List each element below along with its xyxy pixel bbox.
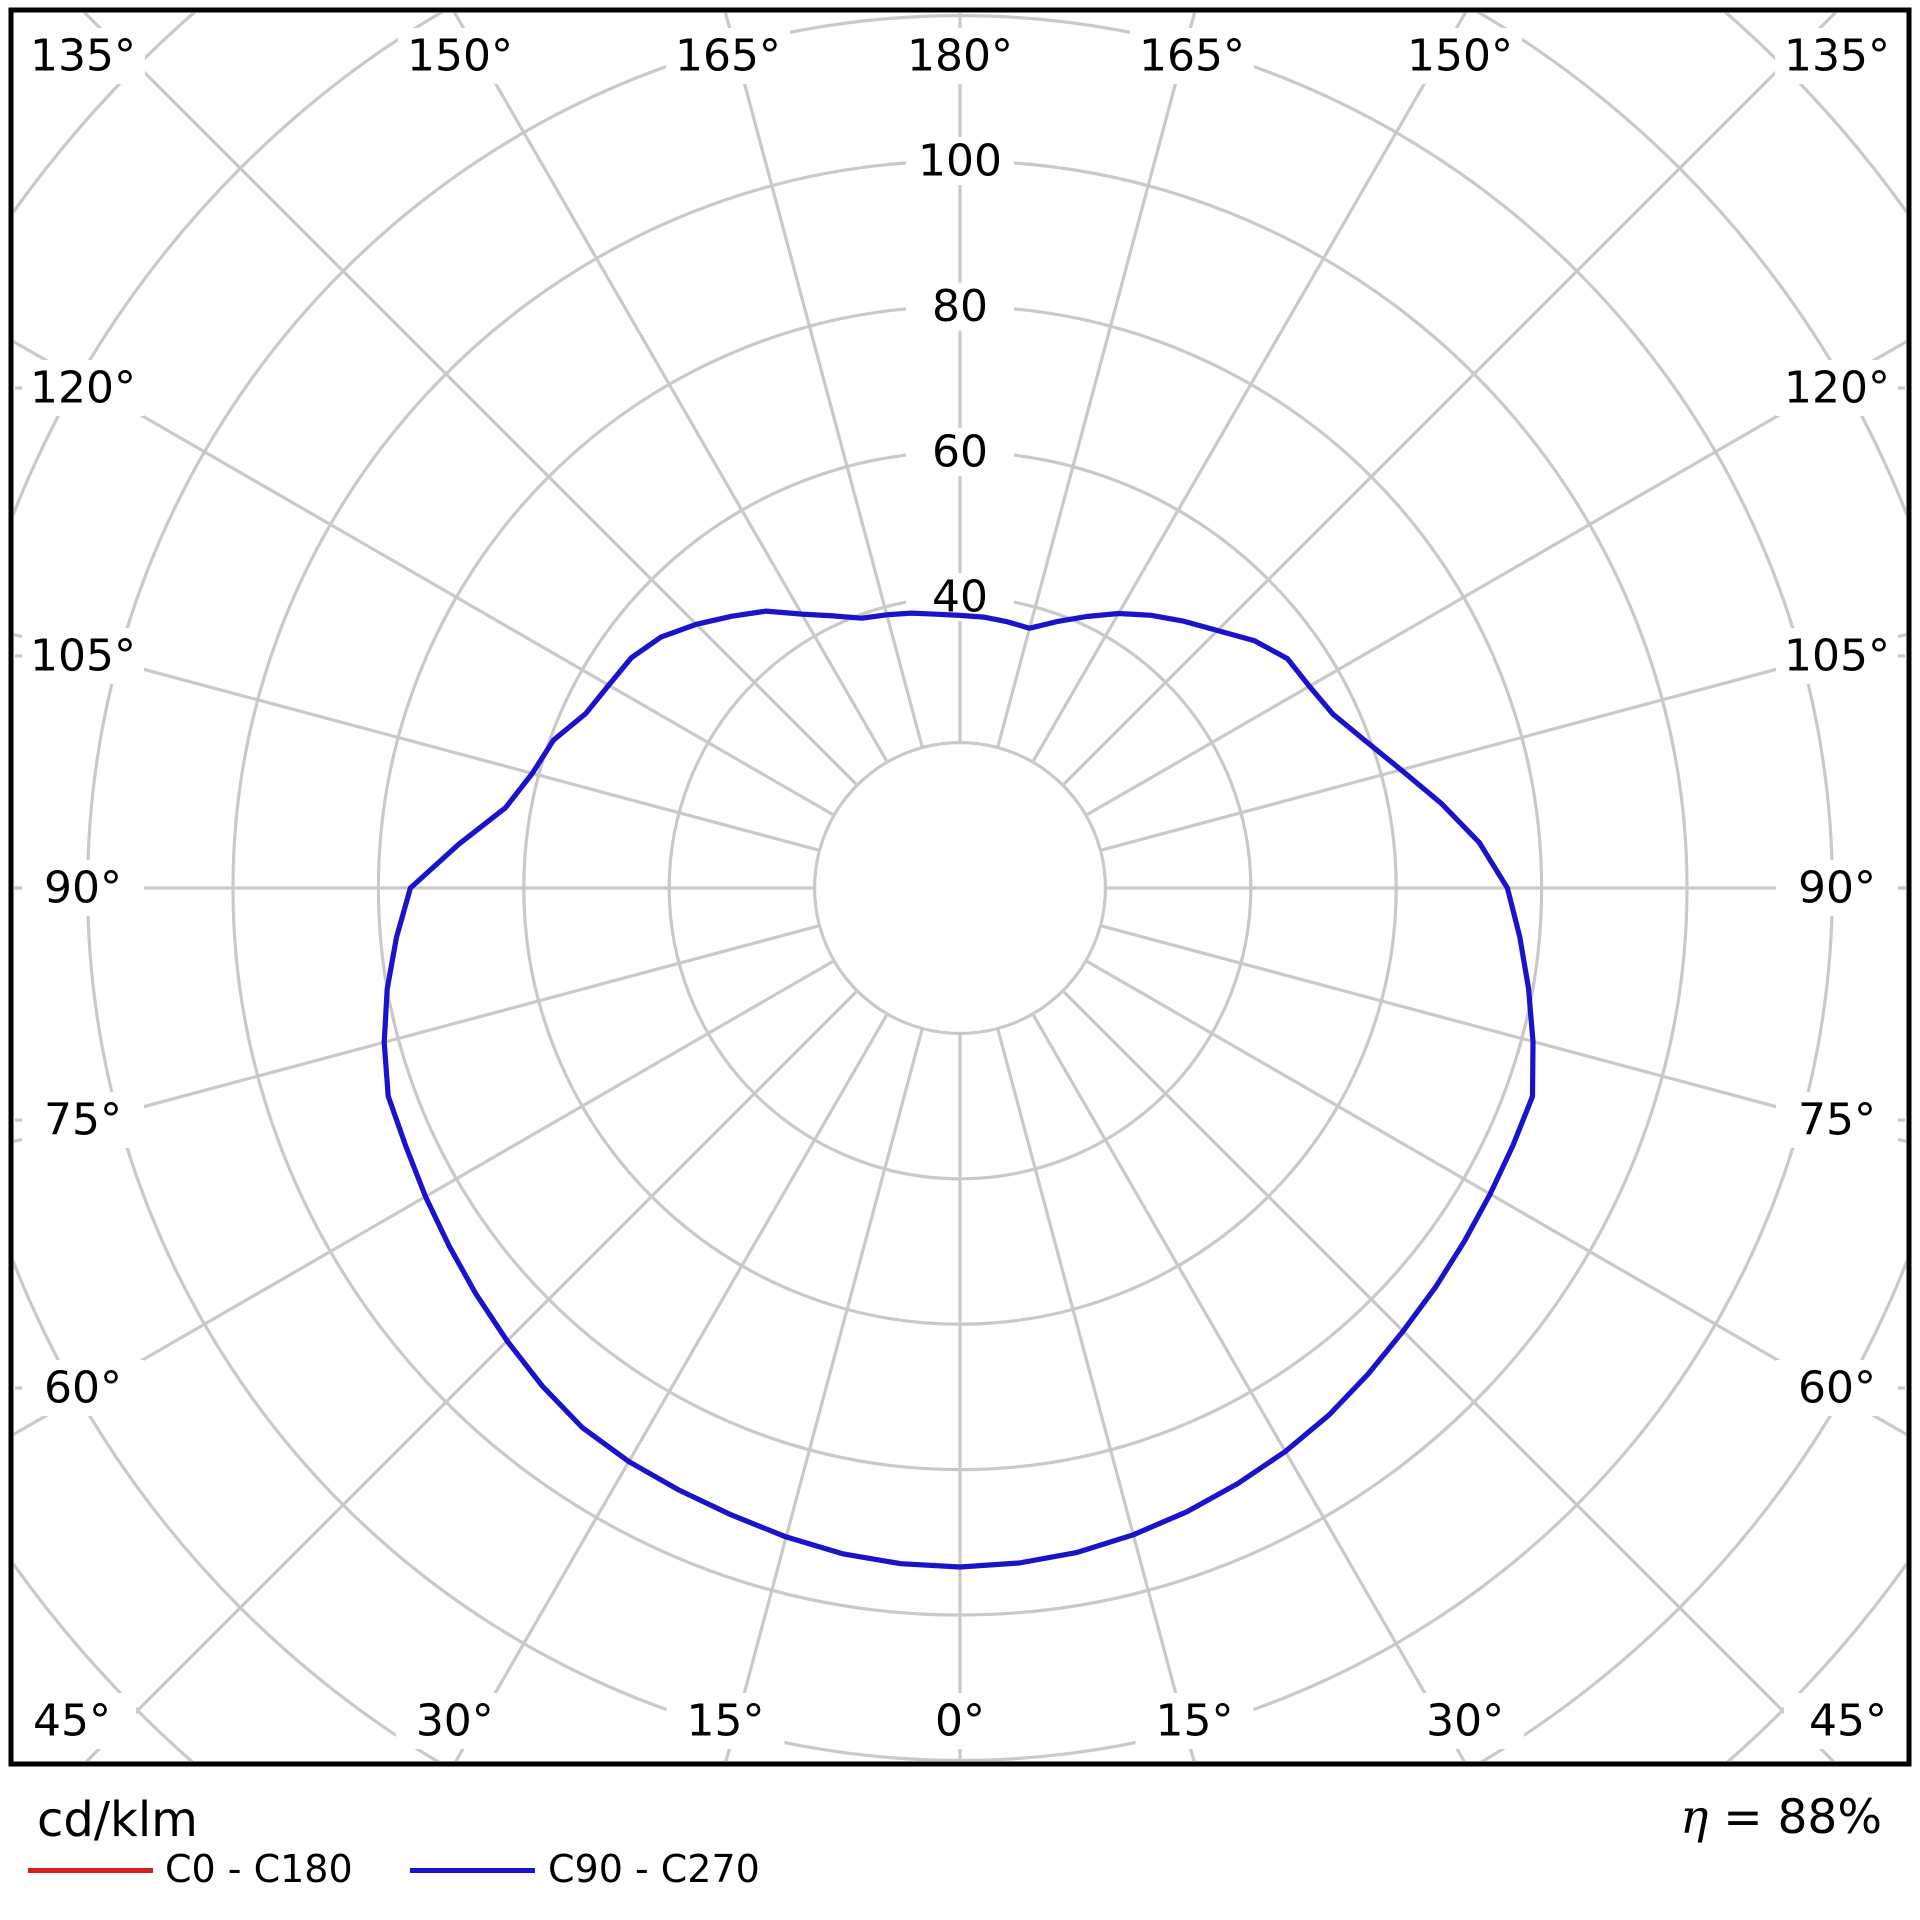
polar-grid-spoke bbox=[454, 1013, 889, 1761]
radial-unit-label: cd/klm bbox=[37, 1792, 198, 1848]
legend-line-red bbox=[28, 1868, 153, 1873]
angle-label: 120° bbox=[1784, 363, 1890, 414]
angle-label-bg bbox=[1135, 1693, 1254, 1749]
radial-label-bg bbox=[906, 137, 1014, 185]
angle-label: 165° bbox=[675, 31, 781, 82]
legend-item-c0-c180: C0 - C180 bbox=[28, 1844, 368, 1904]
angle-label-bg bbox=[22, 360, 144, 417]
intensity-curve-c90-c270 bbox=[381, 608, 1536, 1570]
angle-label-bg bbox=[18, 1693, 136, 1749]
angle-label: 75° bbox=[44, 1095, 122, 1146]
angle-label: 150° bbox=[1407, 31, 1513, 82]
angle-label-bg bbox=[905, 1693, 1015, 1749]
angle-label-bg bbox=[898, 28, 1022, 84]
angle-label-bg bbox=[1775, 28, 1899, 84]
angle-label-bg bbox=[665, 28, 790, 84]
polar-grid-spoke bbox=[1100, 924, 1906, 1144]
angle-label: 45° bbox=[1809, 1696, 1887, 1747]
polar-grid-spoke bbox=[14, 924, 820, 1144]
angle-label-bg bbox=[22, 860, 144, 916]
efficiency-label: η = 88% bbox=[1680, 1790, 1882, 1845]
polar-grid-spoke bbox=[996, 13, 1197, 748]
angle-label: 30° bbox=[416, 1696, 494, 1747]
angle-label: 60° bbox=[44, 1362, 122, 1413]
angle-label-bg bbox=[22, 1359, 144, 1416]
radial-label: 100 bbox=[918, 136, 1002, 187]
polar-grid-spoke bbox=[724, 1028, 924, 1761]
angle-label-bg bbox=[1776, 860, 1898, 916]
angle-label-bg bbox=[395, 1693, 514, 1749]
radial-label: 80 bbox=[932, 281, 988, 332]
angle-label: 120° bbox=[30, 363, 136, 414]
polar-grid-spoke bbox=[14, 959, 835, 1437]
legend-label-c0-c180: C0 - C180 bbox=[165, 1847, 353, 1891]
polar-grid-spoke bbox=[1031, 1013, 1466, 1761]
legend-line-blue bbox=[410, 1868, 535, 1873]
angle-label-bg bbox=[1776, 1359, 1898, 1416]
angle-label: 90° bbox=[44, 863, 122, 914]
angle-label: 60° bbox=[1798, 1362, 1876, 1413]
angle-label: 45° bbox=[33, 1696, 111, 1747]
angle-label-bg bbox=[21, 28, 145, 84]
angle-label-bg bbox=[1776, 360, 1898, 417]
efficiency-value: = 88% bbox=[1708, 1790, 1882, 1845]
legend-item-c90-c270: C90 - C270 bbox=[410, 1844, 780, 1904]
angle-label: 30° bbox=[1426, 1696, 1504, 1747]
angle-label-bg bbox=[1776, 627, 1898, 684]
radial-label: 60 bbox=[932, 426, 988, 477]
angle-label-bg bbox=[1776, 1092, 1898, 1149]
eta-symbol: η bbox=[1680, 1790, 1709, 1845]
polar-grid-spoke bbox=[1085, 339, 1906, 817]
angle-label: 135° bbox=[1784, 31, 1890, 82]
plot-border bbox=[8, 7, 1912, 1767]
angle-label: 105° bbox=[1784, 630, 1890, 681]
angle-label: 15° bbox=[687, 1696, 765, 1747]
legend: C0 - C180 C90 - C270 bbox=[0, 1844, 1920, 1904]
legend-label-c90-c270: C90 - C270 bbox=[548, 1847, 760, 1891]
polar-grid-spoke bbox=[14, 632, 820, 852]
angle-label: 75° bbox=[1798, 1095, 1876, 1146]
angle-label-bg bbox=[22, 1092, 144, 1149]
angle-label-bg bbox=[666, 1693, 785, 1749]
angle-label-bg bbox=[1397, 28, 1522, 84]
angle-label: 0° bbox=[935, 1696, 985, 1747]
angle-label: 105° bbox=[30, 630, 136, 681]
angle-label: 150° bbox=[407, 31, 513, 82]
angle-label: 15° bbox=[1155, 1696, 1233, 1747]
angle-label: 90° bbox=[1798, 863, 1876, 914]
radial-label-bg bbox=[906, 427, 1014, 476]
polar-grid-spoke bbox=[1085, 959, 1906, 1437]
angle-label: 135° bbox=[30, 31, 136, 82]
angle-label-bg bbox=[398, 28, 523, 84]
angle-label-bg bbox=[1130, 28, 1255, 84]
polar-grid-spoke bbox=[1100, 632, 1906, 852]
polar-grid-spoke bbox=[14, 339, 835, 817]
angle-label: 180° bbox=[907, 31, 1013, 82]
polar-grid-spoke bbox=[996, 1028, 1196, 1761]
polar-grid-spoke bbox=[723, 13, 924, 748]
angle-label-bg bbox=[1406, 1693, 1525, 1749]
polar-grid-spoke bbox=[452, 13, 889, 763]
angle-label: 165° bbox=[1139, 31, 1245, 82]
angle-label-bg bbox=[22, 627, 144, 684]
radial-label-bg bbox=[906, 282, 1014, 331]
angle-label-bg bbox=[1784, 1693, 1902, 1749]
polar-grid-spoke bbox=[1031, 13, 1468, 763]
